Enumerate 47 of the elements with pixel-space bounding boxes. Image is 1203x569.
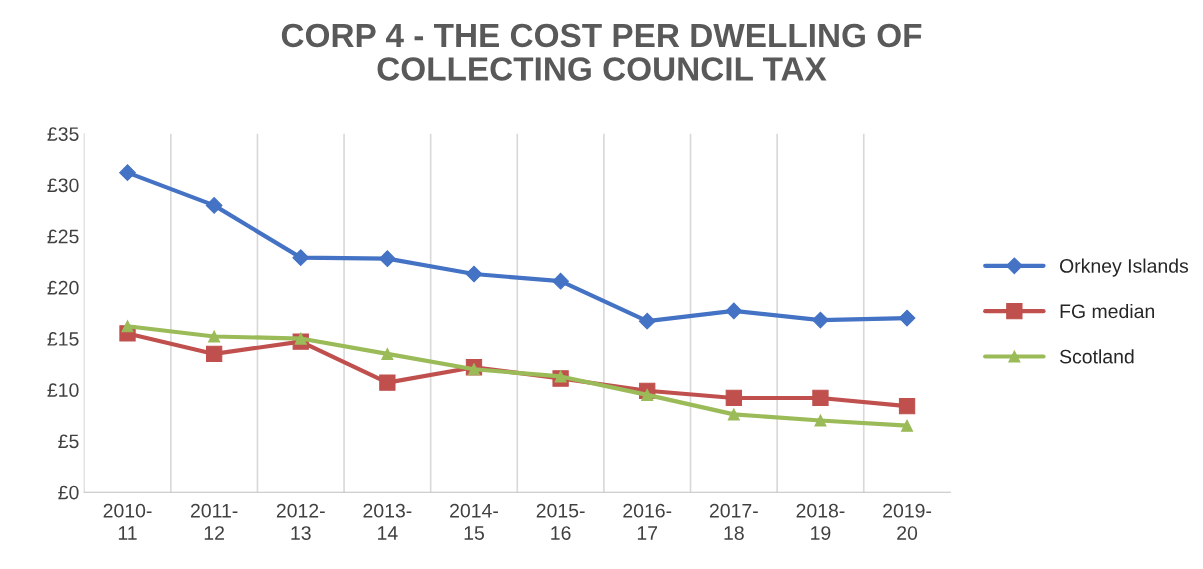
point: [205, 345, 223, 363]
point: [378, 250, 396, 268]
point: [119, 164, 136, 182]
point: [467, 363, 481, 376]
point: [638, 312, 656, 330]
point: [554, 370, 567, 383]
x-tick-label: 2013-14: [363, 503, 412, 540]
y-tick-label: £20: [47, 280, 79, 295]
point: [381, 347, 394, 360]
point: [725, 302, 743, 320]
point: [727, 408, 740, 421]
point: [552, 272, 569, 290]
y-tick-label: £15: [47, 332, 79, 346]
point: [814, 414, 827, 427]
x-tick-label: 2011-12: [190, 503, 238, 540]
point: [208, 330, 221, 343]
x-tick-label: 2019-20: [883, 503, 932, 540]
point: [898, 397, 916, 415]
point: [725, 389, 742, 407]
point: [641, 388, 654, 401]
point: [121, 320, 134, 333]
x-tick-label: 2010-11: [103, 503, 152, 540]
point: [465, 265, 483, 283]
point: [294, 332, 307, 345]
y-tick-label: £5: [58, 434, 79, 449]
y-tick-label: £35: [47, 127, 79, 141]
x-tick-label: 2015-16: [536, 503, 585, 540]
point: [812, 389, 829, 407]
y-tick-label: £10: [47, 383, 79, 397]
point: [292, 249, 310, 267]
x-tick-label: 2017-18: [709, 503, 758, 540]
x-tick-label: 2016-17: [623, 503, 672, 540]
x-tick-label: 2018-19: [796, 503, 845, 540]
y-tick-label: £0: [58, 485, 79, 500]
legend-label: Scotland: [1059, 349, 1134, 364]
legend-label: Orkney Islands: [1060, 258, 1189, 277]
point: [205, 197, 223, 214]
point: [379, 374, 396, 391]
x-tick-label: 2014-15: [450, 503, 498, 540]
point: [898, 309, 916, 327]
y-tick-label: £25: [47, 229, 79, 244]
point: [900, 419, 914, 432]
chart-title: CORP 4 - THE COST PER DWELLING OF COLLECTING COUNCIL TAX: [281, 23, 922, 81]
x-tick-label: 2012-13: [276, 503, 325, 540]
y-tick-label: £30: [47, 178, 79, 193]
point: [812, 311, 829, 329]
legend-label: FG median: [1060, 303, 1154, 319]
